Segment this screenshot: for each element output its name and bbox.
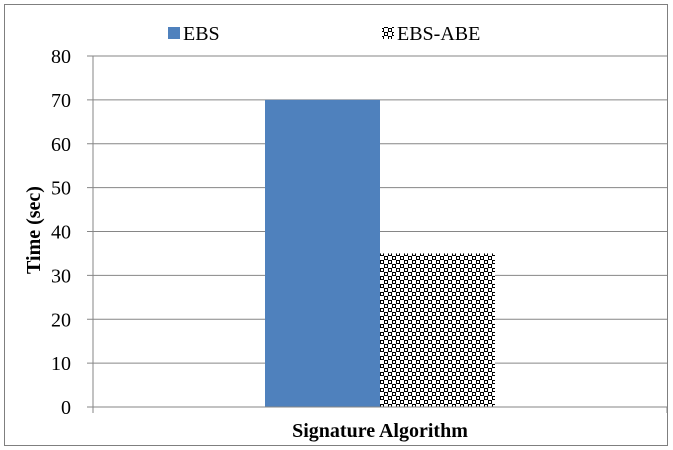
- legend: EBS EBS-ABE: [168, 23, 480, 45]
- y-tick-label-70: 70: [51, 90, 71, 112]
- y-tick-label-80: 80: [51, 46, 71, 68]
- bar-ebs-abe: [380, 253, 495, 407]
- legend-swatch-ebs: [168, 27, 180, 39]
- bars: [265, 99, 495, 407]
- y-tick-label-0: 0: [61, 397, 71, 419]
- y-tick-label-60: 60: [51, 134, 71, 156]
- x-axis-title: Signature Algorithm: [292, 420, 468, 442]
- bar-ebs: [265, 99, 380, 407]
- y-tick-label-10: 10: [51, 353, 71, 375]
- y-axis-title: Time (sec): [23, 186, 45, 274]
- y-tick-label-50: 50: [51, 178, 71, 200]
- y-tick-label-40: 40: [51, 222, 71, 244]
- legend-label-ebs: EBS: [183, 23, 220, 45]
- legend-swatch-ebs-abe: [382, 27, 394, 39]
- y-tick-label-30: 30: [51, 265, 71, 287]
- y-tick-label-20: 20: [51, 309, 71, 331]
- axes: 0 10 20 30 40 50 60 70 80: [51, 46, 668, 419]
- legend-label-ebs-abe: EBS-ABE: [397, 23, 480, 45]
